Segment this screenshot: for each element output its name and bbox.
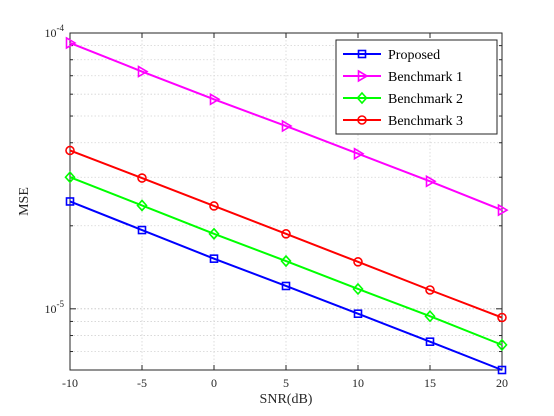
legend-label: Benchmark 3 xyxy=(388,114,463,129)
data-point xyxy=(281,119,293,133)
y-tick-label: 10-5 xyxy=(45,299,65,316)
y-axis-label: MSE xyxy=(17,187,32,216)
y-tick-base: 10 xyxy=(45,26,57,40)
data-point xyxy=(209,92,221,106)
data-point xyxy=(65,197,75,206)
legend-label: Proposed xyxy=(388,48,440,63)
data-point xyxy=(65,36,77,50)
series-line xyxy=(69,200,503,371)
legend-entry: Benchmark 3 xyxy=(343,114,463,129)
legend-marker xyxy=(356,91,368,105)
legend-entry: Benchmark 2 xyxy=(343,91,463,107)
y-tick-exponent: -5 xyxy=(57,299,65,309)
data-point xyxy=(209,254,219,263)
series-layer xyxy=(64,36,509,375)
data-point xyxy=(64,171,76,184)
x-tick-label: -10 xyxy=(62,376,78,390)
y-tick-base: 10 xyxy=(45,302,57,316)
x-tick-label: 0 xyxy=(211,376,217,390)
series-benchmark-1 xyxy=(65,36,509,217)
series-line xyxy=(69,149,503,319)
data-point xyxy=(425,174,437,188)
x-tick-label: 20 xyxy=(496,376,508,390)
legend-marker xyxy=(357,115,367,125)
data-point xyxy=(353,257,363,267)
data-point xyxy=(281,281,291,291)
data-point xyxy=(425,337,435,346)
data-point xyxy=(353,309,363,319)
legend-marker xyxy=(357,49,367,59)
data-point xyxy=(425,285,435,295)
series-proposed xyxy=(65,197,507,375)
legend-marker xyxy=(357,69,369,83)
series-line xyxy=(69,176,503,346)
data-point xyxy=(496,338,508,352)
legend: Proposed Benchmark 1 Benchmark 2 Benchmark … xyxy=(335,39,498,135)
data-point xyxy=(424,310,436,323)
legend-box xyxy=(335,39,498,135)
legend-label: Benchmark 1 xyxy=(388,70,463,85)
data-point xyxy=(353,147,365,161)
series-line xyxy=(69,42,503,212)
x-tick-label: -5 xyxy=(137,376,147,390)
series-benchmark-2 xyxy=(64,171,508,352)
series-benchmark-3 xyxy=(65,145,507,323)
data-point xyxy=(352,282,364,296)
x-tick-label: 15 xyxy=(424,376,436,390)
legend-entry: Proposed xyxy=(343,48,440,63)
y-tick-exponent: -4 xyxy=(57,23,65,33)
data-point xyxy=(137,225,147,235)
data-point xyxy=(136,199,148,212)
data-point xyxy=(137,173,147,183)
y-tick-label: 10-4 xyxy=(45,23,65,40)
data-point xyxy=(497,365,507,375)
x-tick-label: 5 xyxy=(283,376,289,390)
data-point xyxy=(497,203,509,217)
data-point xyxy=(497,312,507,323)
x-tick-label: 10 xyxy=(352,376,364,390)
data-point xyxy=(281,229,291,239)
x-axis-label: SNR(dB) xyxy=(260,392,313,407)
data-point xyxy=(137,65,149,78)
data-point xyxy=(280,254,292,268)
data-point xyxy=(65,145,75,156)
legend-label: Benchmark 2 xyxy=(388,92,463,107)
data-point xyxy=(209,201,219,211)
data-point xyxy=(208,227,220,241)
legend-entry: Benchmark 1 xyxy=(343,69,463,85)
